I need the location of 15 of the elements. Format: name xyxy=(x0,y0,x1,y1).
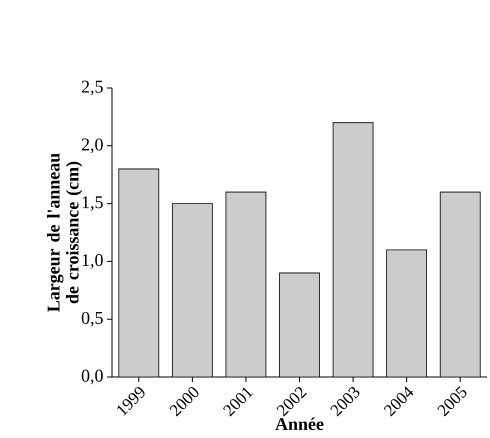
y-tick-label: 1,5 xyxy=(82,196,103,211)
bar xyxy=(118,168,160,377)
y-tick-label: 0,5 xyxy=(82,312,103,327)
y-tick-label: 2,0 xyxy=(82,138,103,154)
y-tick-label: 0,0 xyxy=(82,370,103,384)
bar xyxy=(279,272,320,377)
bar xyxy=(386,249,428,377)
x-axis-title: Année xyxy=(275,417,324,430)
y-tick-label: 1,0 xyxy=(82,254,103,269)
bar xyxy=(332,122,374,377)
y-tick-label: 2,5 xyxy=(82,80,103,96)
y-axis-title: Largeur de l'anneau de croissance (cm) xyxy=(47,153,82,312)
bar xyxy=(172,203,213,377)
bar xyxy=(440,192,481,377)
bar xyxy=(226,192,266,377)
